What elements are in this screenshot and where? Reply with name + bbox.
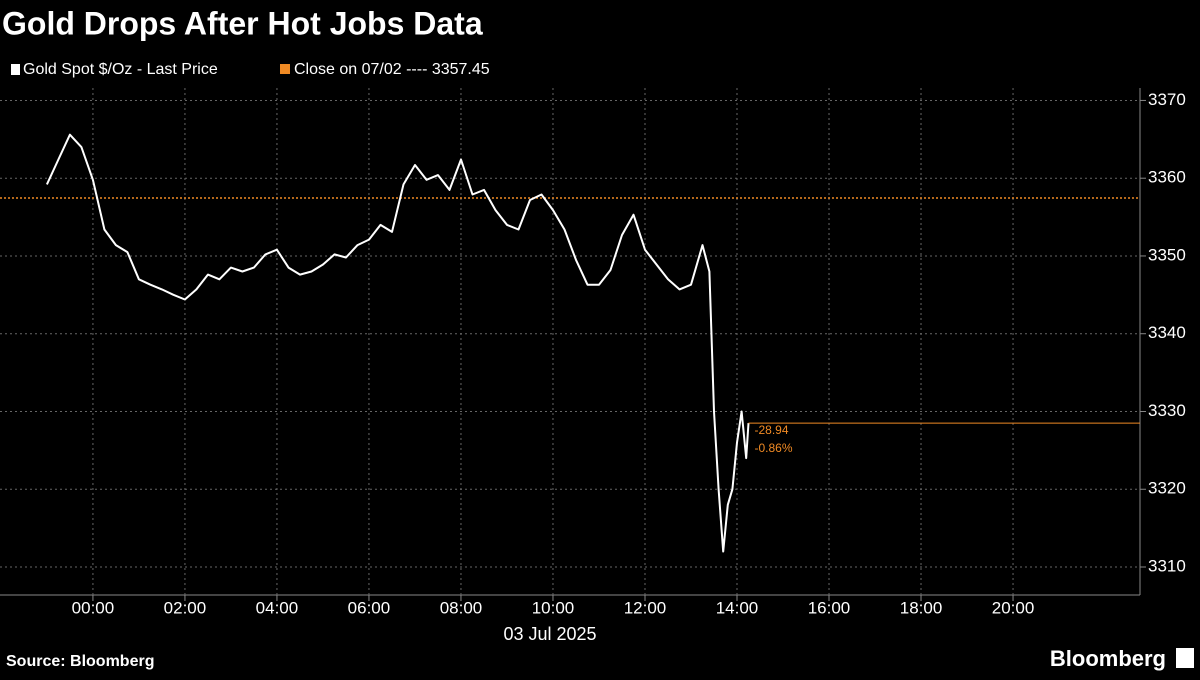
price-line	[45, 133, 750, 553]
chart-title: Gold Drops After Hot Jobs Data	[2, 5, 483, 41]
x-tick-label: 02:00	[164, 598, 207, 617]
y-tick-label: 3330	[1148, 401, 1186, 420]
x-tick-label: 12:00	[624, 598, 667, 617]
brand: Bloomberg	[1050, 646, 1166, 671]
x-tick-label: 10:00	[532, 598, 575, 617]
x-tick-label: 16:00	[808, 598, 851, 617]
y-tick-label: 3320	[1148, 479, 1186, 498]
y-tick-label: 3360	[1148, 168, 1186, 187]
y-tick-label: 3340	[1148, 323, 1186, 342]
legend-label: Gold Spot $/Oz - Last Price	[23, 61, 218, 78]
legend-label: Close on 07/02 ---- 3357.45	[294, 61, 490, 78]
source: Source: Bloomberg	[6, 653, 154, 670]
y-tick-label: 3310	[1148, 556, 1186, 575]
legend-swatch	[11, 64, 20, 75]
x-axis-label: 03 Jul 2025	[503, 624, 596, 644]
x-tick-label: 18:00	[900, 598, 943, 617]
x-tick-label: 14:00	[716, 598, 759, 617]
y-tick-label: 3370	[1148, 90, 1186, 109]
x-tick-label: 20:00	[992, 598, 1035, 617]
annotation: -0.86%	[754, 441, 792, 455]
x-tick-label: 04:00	[256, 598, 299, 617]
brand-icon	[1176, 648, 1194, 668]
legend-swatch	[280, 64, 290, 74]
annotation: -28.94	[754, 423, 788, 437]
x-tick-label: 00:00	[72, 598, 115, 617]
x-tick-label: 08:00	[440, 598, 483, 617]
y-tick-label: 3350	[1148, 245, 1186, 264]
x-tick-label: 06:00	[348, 598, 391, 617]
